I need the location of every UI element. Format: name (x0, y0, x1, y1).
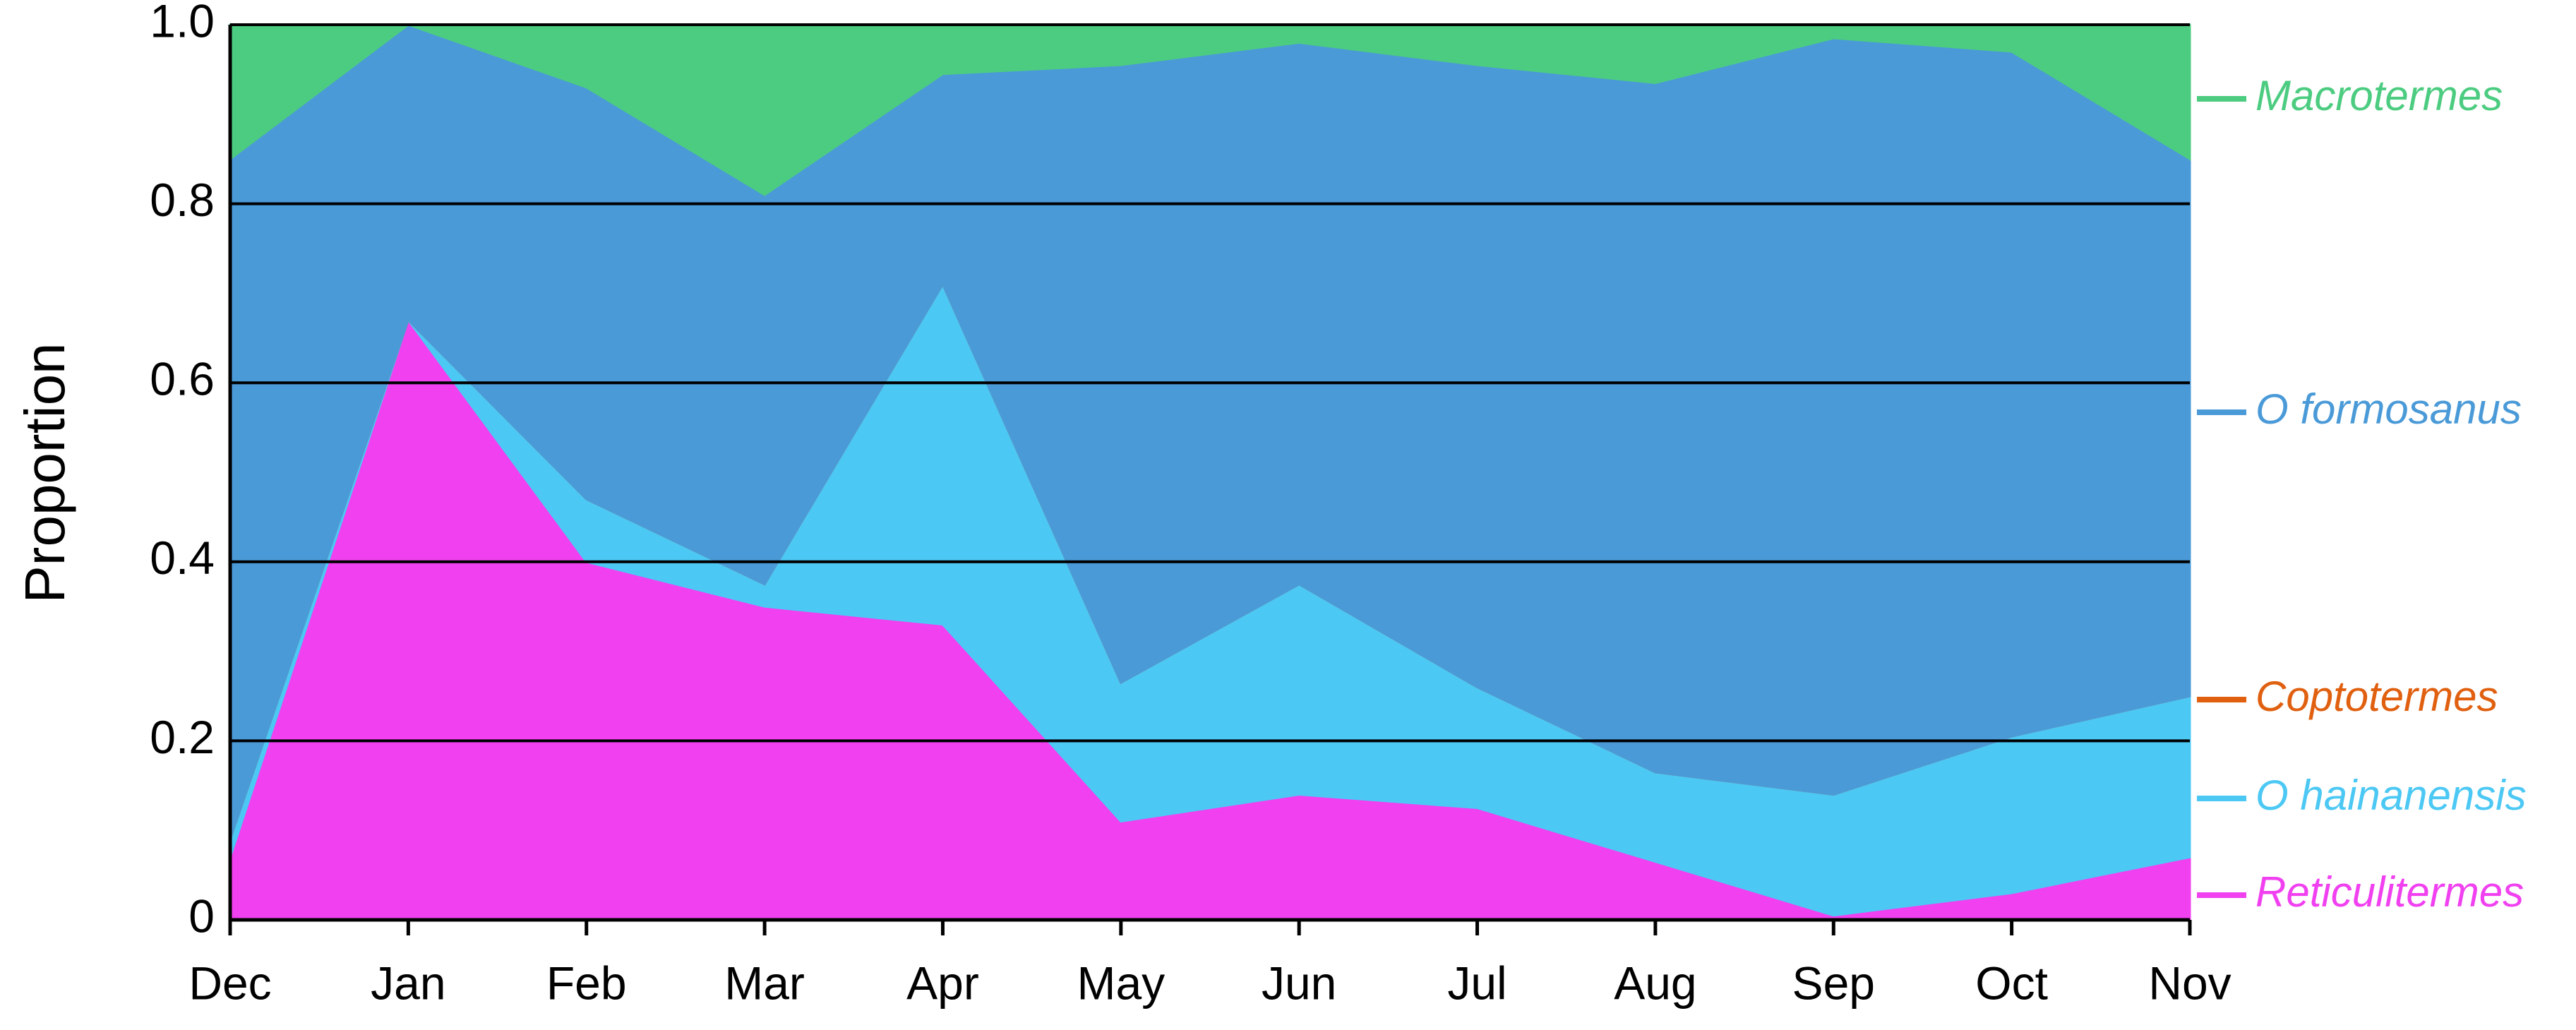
y-tick-label: 0.6 (150, 353, 215, 405)
legend-label: O hainanensis (2256, 772, 2527, 819)
y-tick-label: 1.0 (150, 0, 215, 47)
y-tick-label: 0.8 (150, 174, 215, 226)
x-tick-label: Jan (371, 957, 445, 1009)
x-tick-label: Apr (906, 957, 979, 1009)
x-tick-label: Jul (1447, 957, 1506, 1009)
y-tick-label: 0 (188, 890, 215, 942)
legend-label: Macrotermes (2256, 72, 2503, 119)
y-tick-label: 0.2 (150, 711, 215, 763)
x-tick-label: May (1077, 957, 1165, 1009)
legend-label: O formosanus (2256, 385, 2522, 433)
x-tick-label: Mar (724, 957, 805, 1009)
x-tick-label: Jun (1262, 957, 1336, 1009)
x-tick-label: Feb (546, 957, 627, 1009)
y-tick-label: 0.4 (150, 532, 215, 584)
legend-label: Reticulitermes (2256, 868, 2524, 916)
x-tick-label: Aug (1614, 957, 1696, 1009)
y-axis-label: Proportion (13, 342, 76, 603)
x-tick-label: Nov (2148, 957, 2231, 1009)
x-tick-label: Dec (188, 957, 271, 1009)
x-tick-label: Sep (1792, 957, 1875, 1009)
legend-label: Coptotermes (2256, 673, 2498, 720)
x-tick-label: Oct (1975, 957, 2048, 1009)
